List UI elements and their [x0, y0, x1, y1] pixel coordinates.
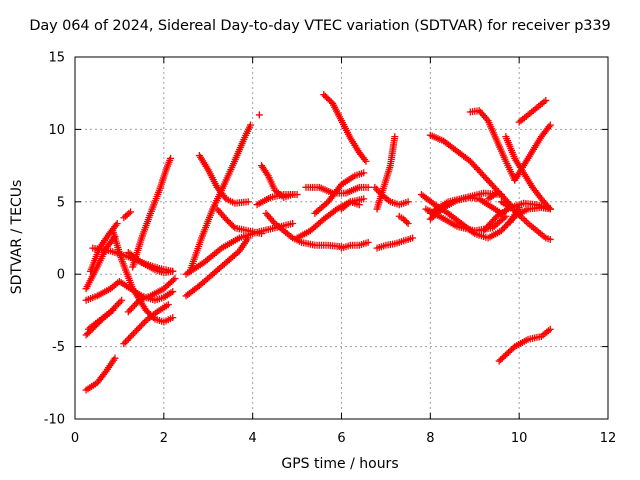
data-point	[107, 308, 115, 316]
data-point	[169, 276, 177, 284]
x-tick-label: 2	[160, 431, 168, 446]
data-point	[124, 308, 132, 316]
x-axis-label: GPS time / hours	[281, 456, 399, 472]
data-point	[229, 222, 237, 230]
grid-lines	[75, 57, 608, 419]
data-point	[110, 305, 118, 313]
data-point	[546, 205, 554, 213]
data-point	[169, 314, 177, 322]
data-point	[258, 230, 266, 238]
data-point	[113, 220, 121, 228]
data-point	[118, 296, 126, 304]
data-point	[111, 303, 119, 311]
data-point	[171, 275, 179, 283]
data-point	[123, 336, 131, 344]
data-point	[126, 306, 134, 314]
data-point	[169, 267, 177, 275]
chart-title: Day 064 of 2024, Sidereal Day-to-day VTE…	[29, 18, 611, 34]
data-point	[364, 238, 372, 246]
data-point	[244, 198, 252, 206]
data-point	[126, 333, 134, 341]
data-point	[545, 123, 553, 131]
data-point	[111, 354, 119, 362]
data-point	[323, 199, 331, 207]
data-point	[140, 318, 148, 326]
data-point	[355, 201, 363, 209]
y-tick-label: 10	[48, 123, 65, 138]
data-point	[502, 212, 510, 220]
data-point	[546, 325, 554, 333]
data-point	[127, 305, 135, 313]
data-point	[125, 209, 133, 217]
x-tick-label: 0	[71, 431, 79, 446]
data-point	[129, 330, 137, 338]
data-point	[546, 235, 554, 243]
data-point	[132, 300, 140, 308]
data-point	[521, 216, 529, 224]
data-point	[404, 220, 412, 228]
data-point	[131, 301, 139, 309]
data-point	[134, 325, 142, 333]
data-point	[166, 154, 174, 162]
data-point	[409, 234, 417, 242]
data-point	[169, 288, 177, 296]
data-point	[133, 326, 141, 334]
data-point	[546, 121, 554, 129]
data-point	[101, 369, 109, 377]
data-point	[360, 195, 368, 203]
data-point	[129, 303, 137, 311]
data-point	[134, 298, 142, 306]
data-point	[364, 183, 372, 191]
data-point	[293, 191, 301, 199]
data-point	[497, 191, 505, 199]
data-point	[429, 199, 437, 207]
data-point	[289, 220, 297, 228]
y-tick-label: -5	[52, 340, 65, 355]
data-point	[121, 338, 129, 346]
y-tick-label: 0	[57, 268, 65, 283]
data-point	[255, 111, 263, 119]
data-point	[113, 301, 121, 309]
data-point	[164, 301, 172, 309]
data-point	[108, 306, 116, 314]
data-point	[137, 322, 145, 330]
data-point	[360, 169, 368, 177]
data-point	[125, 335, 133, 343]
data-point	[131, 328, 139, 336]
data-point	[136, 323, 144, 331]
data-point	[515, 204, 523, 212]
x-tick-label: 12	[600, 431, 617, 446]
y-tick-label: -10	[44, 413, 65, 428]
data-point	[136, 257, 144, 265]
data-point	[139, 320, 147, 328]
x-tick-label: 4	[249, 431, 257, 446]
x-tick-label: 10	[511, 431, 528, 446]
data-point	[331, 206, 339, 214]
data-point	[493, 189, 501, 197]
y-tick-label: 5	[57, 195, 65, 210]
data-point	[362, 157, 370, 165]
y-tick-label: 15	[48, 51, 65, 66]
data-point	[127, 208, 135, 216]
data-point	[114, 300, 122, 308]
x-tick-label: 6	[337, 431, 345, 446]
data-point	[517, 213, 525, 221]
axis-ticks: 0 2 4 6 8 10 12 -10 -5 0 5 10 15	[44, 51, 617, 447]
data-points	[82, 91, 554, 394]
data-point	[403, 218, 411, 226]
data-point	[522, 218, 530, 226]
data-point	[116, 298, 124, 306]
data-point	[542, 96, 550, 104]
data-point	[128, 331, 136, 339]
data-point	[500, 214, 508, 222]
x-tick-label: 8	[426, 431, 434, 446]
data-point	[120, 340, 128, 348]
data-point	[519, 215, 527, 223]
data-point	[246, 121, 254, 129]
data-point	[391, 133, 399, 141]
data-point	[112, 221, 120, 229]
data-point	[404, 198, 412, 206]
y-axis-label: SDTVAR / TECUs	[9, 179, 25, 295]
